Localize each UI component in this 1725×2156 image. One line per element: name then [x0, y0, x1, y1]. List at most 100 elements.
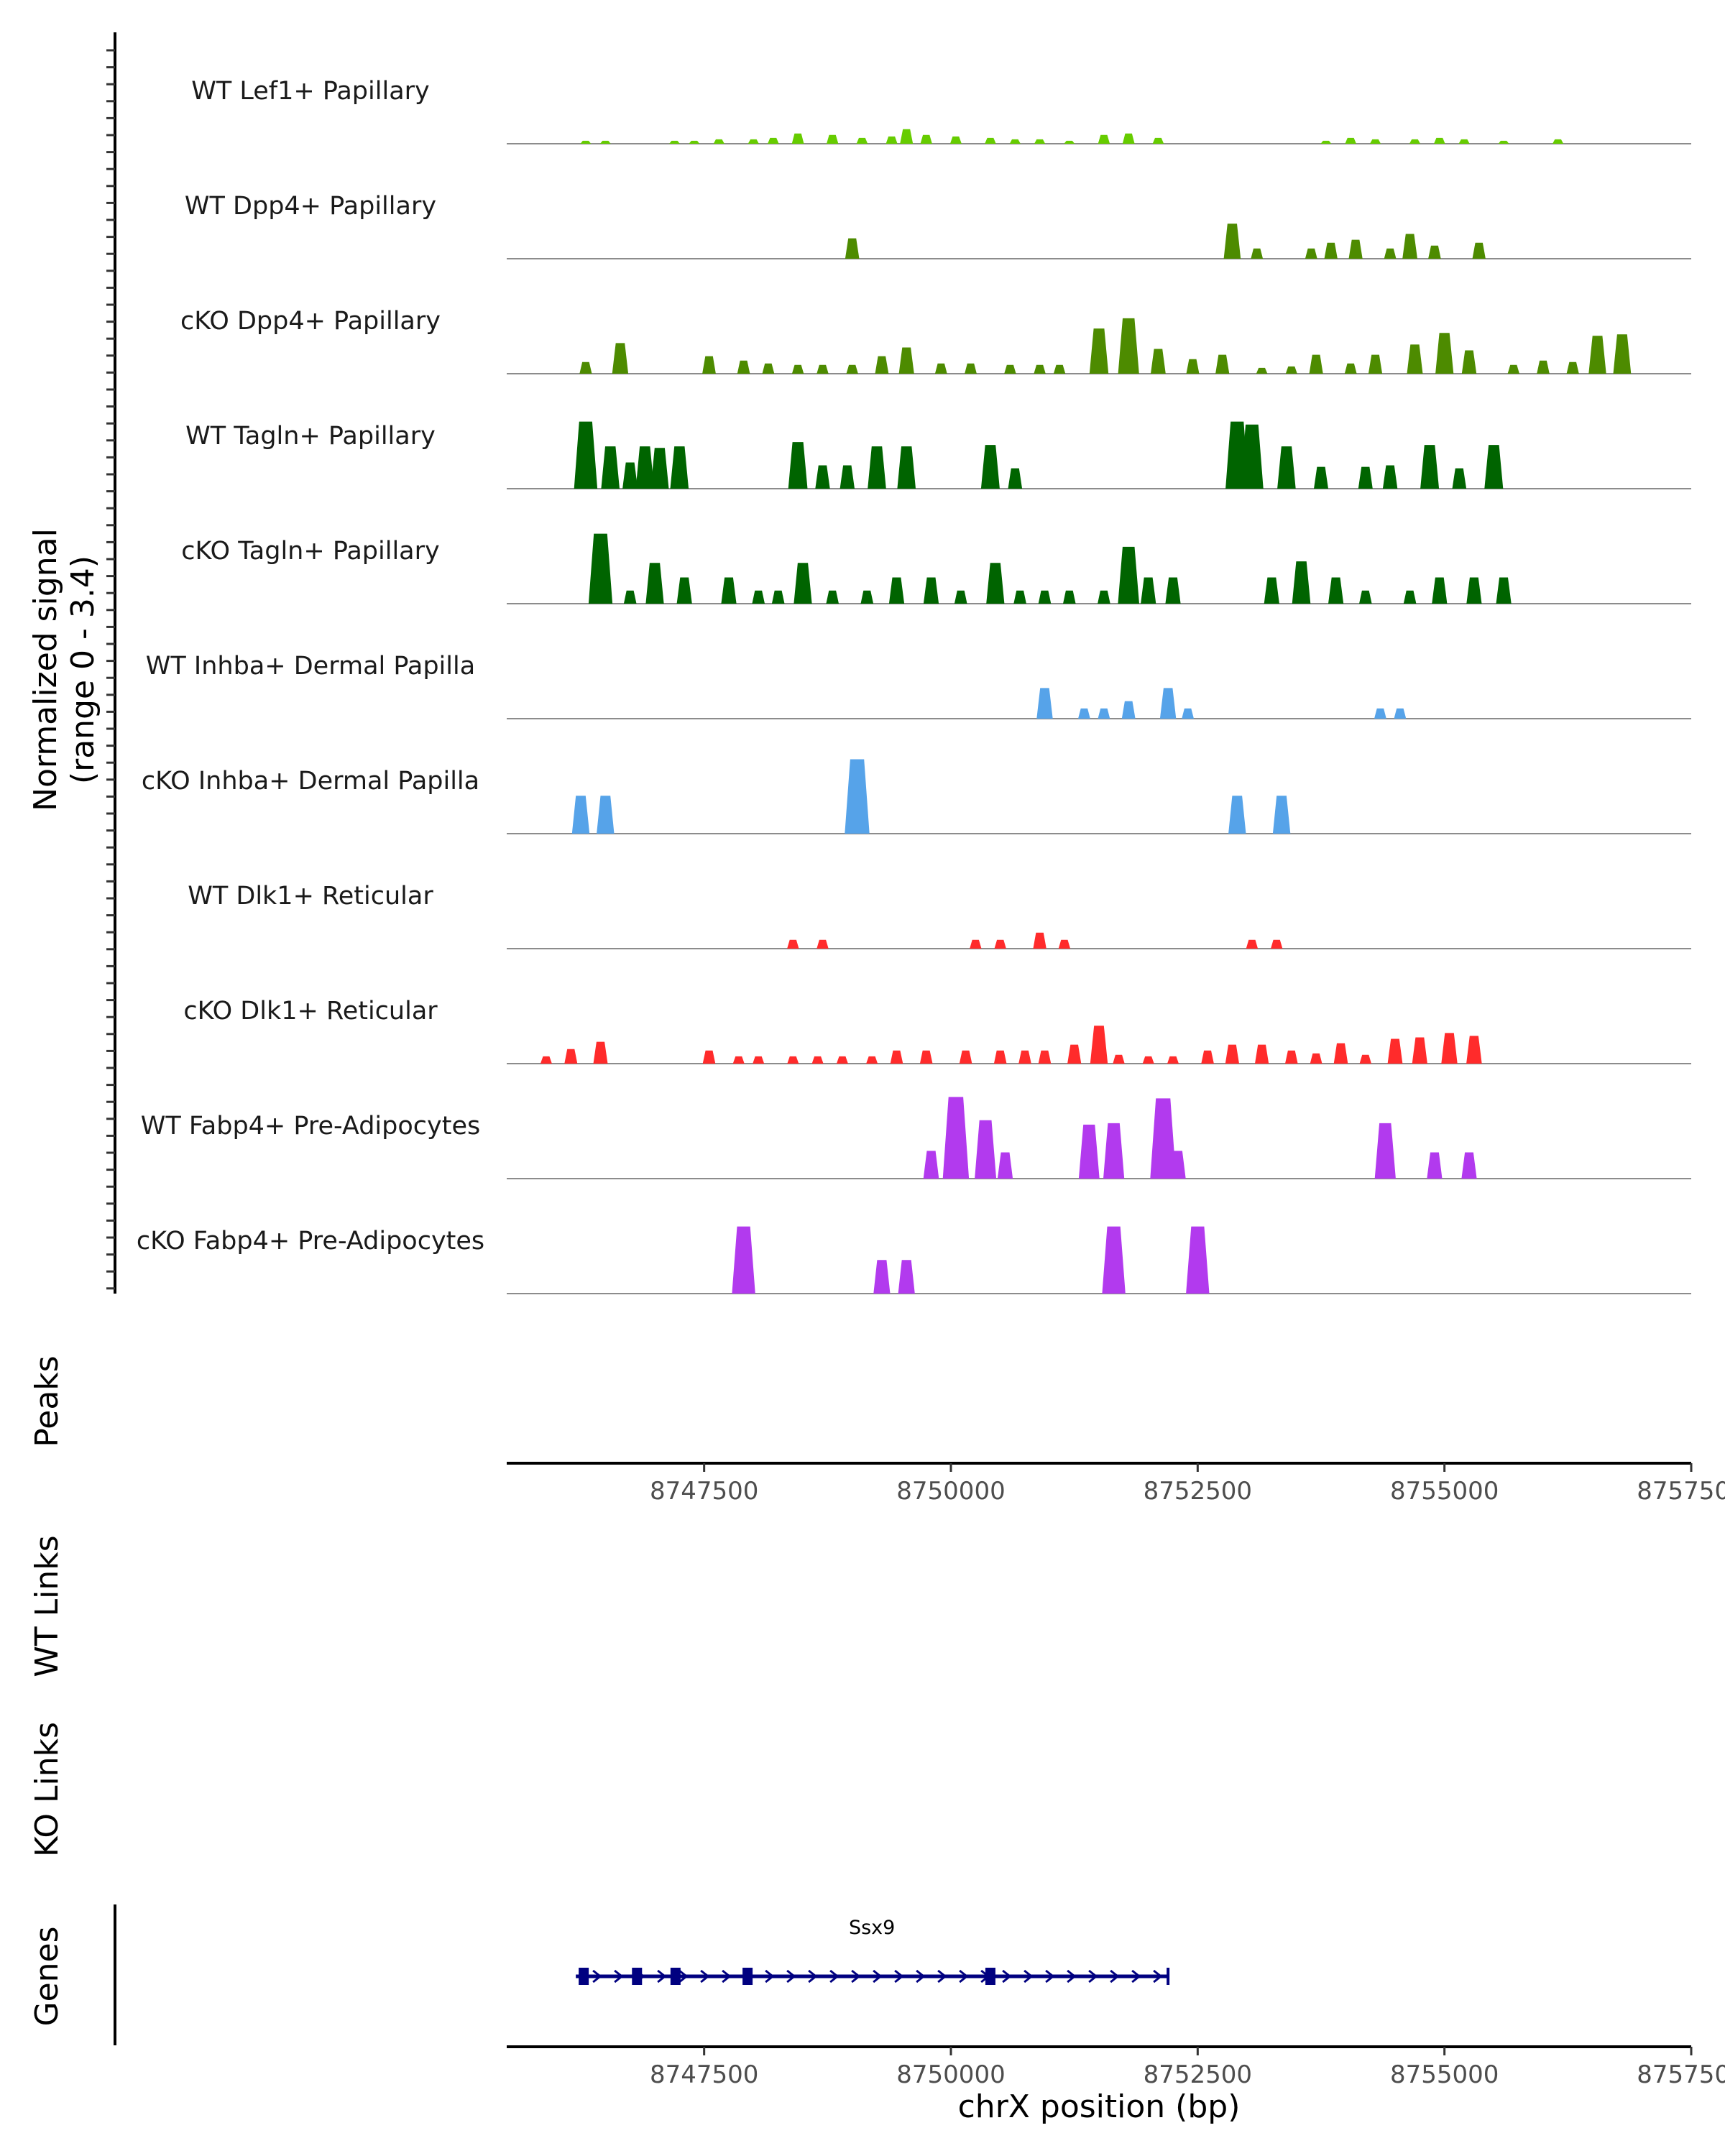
coverage-peak	[856, 137, 868, 144]
strand-arrow	[1153, 1969, 1163, 1984]
coverage-peak	[713, 139, 724, 144]
coverage-peak	[1215, 354, 1230, 374]
track-cko-inhba-dermal-papilla: cKO Inhba+ Dermal Papilla	[142, 759, 1691, 834]
coverage-peak	[959, 1050, 972, 1064]
coverage-peak	[1118, 546, 1139, 604]
coverage-peak	[840, 465, 855, 489]
coverage-peak	[597, 796, 615, 834]
peaks-panel-label: Peaks	[29, 1355, 65, 1447]
gene-exon	[632, 1968, 643, 1985]
coverage-peak	[1452, 468, 1467, 489]
coverage-peak	[1458, 139, 1470, 144]
coverage-tracks: WT Lef1+ Papillary WT Dpp4+ Papillary cKO …	[137, 77, 1691, 1294]
coverage-peak	[1152, 137, 1164, 144]
coverage-peak	[1403, 590, 1417, 604]
coverage-peak	[645, 563, 664, 604]
coverage-peak	[934, 363, 947, 374]
coverage-peak	[1271, 939, 1283, 949]
coverage-peak	[845, 759, 870, 834]
coverage-peak	[890, 1050, 903, 1064]
coverage-peak	[1241, 424, 1264, 489]
coverage-peak	[1359, 1054, 1371, 1064]
coverage-peak	[942, 1097, 970, 1179]
coverage-peak	[997, 1152, 1013, 1179]
coverage-peak	[702, 1050, 716, 1064]
coverage-peak	[836, 1056, 848, 1064]
x-tick-label: 8755000	[1390, 2060, 1499, 2089]
coverage-peak	[1277, 446, 1296, 489]
coverage-peak	[689, 140, 700, 144]
coverage-peak	[1228, 796, 1246, 834]
genes-panel-label: Genes	[29, 1926, 65, 2026]
coverage-peak	[1113, 1054, 1125, 1064]
coverage-peak	[1309, 354, 1323, 374]
coverage-peak	[1613, 334, 1632, 374]
coverage-peak	[1038, 1050, 1052, 1064]
ko-links-panel-label: KO Links	[29, 1722, 65, 1857]
coverage-peak	[791, 364, 804, 374]
strand-arrow	[1110, 1969, 1120, 1984]
coverage-peak	[1167, 1056, 1179, 1064]
coverage-peak	[1314, 466, 1328, 489]
track-label: cKO Tagln+ Papillary	[181, 537, 440, 566]
coverage-peak	[1098, 708, 1110, 719]
coverage-peak	[886, 136, 898, 144]
coverage-peak	[965, 363, 977, 374]
gene-exon	[670, 1968, 681, 1985]
track-wt-tagln-papillary: WT Tagln+ Papillary	[185, 421, 1691, 489]
coverage-peak	[811, 1056, 824, 1064]
coverage-peak	[866, 1056, 878, 1064]
coverage-peak	[794, 563, 812, 604]
coverage-peak	[574, 421, 598, 489]
coverage-peak	[593, 1041, 608, 1064]
coverage-peak	[721, 577, 737, 604]
coverage-peak	[1186, 359, 1200, 374]
coverage-peak	[1098, 134, 1110, 144]
track-cko-dlk1-reticular: cKO Dlk1+ Reticular	[183, 997, 1691, 1064]
track-wt-inhba-dermal-papilla: WT Inhba+ Dermal Papilla	[146, 652, 1691, 719]
strand-arrow	[808, 1969, 818, 1984]
coverage-peak	[1324, 242, 1338, 259]
coverage-peak	[762, 363, 775, 374]
coverage-peak	[1374, 1123, 1396, 1179]
coverage-peak	[1201, 1050, 1214, 1064]
coverage-peak	[1420, 445, 1440, 489]
coverage-peak	[898, 1260, 915, 1294]
strand-arrow	[851, 1969, 861, 1984]
coverage-peak	[1151, 349, 1166, 374]
coverage-peak	[1038, 590, 1052, 604]
coverage-peak	[732, 1056, 745, 1064]
coverage-peak	[1441, 1033, 1458, 1064]
coverage-peak	[970, 939, 982, 949]
strand-arrow	[1088, 1969, 1098, 1984]
coverage-peak	[669, 140, 680, 144]
coverage-peak	[1310, 1053, 1322, 1064]
coverage-peak	[1285, 366, 1297, 374]
coverage-peak	[1165, 577, 1181, 604]
coverage-peak	[1251, 248, 1264, 259]
strand-arrow	[765, 1969, 775, 1984]
coverage-peak	[1472, 242, 1486, 259]
coverage-peak	[1407, 344, 1423, 374]
coverage-peak	[1348, 239, 1363, 259]
coverage-peak	[1090, 1026, 1108, 1064]
coverage-peak	[787, 1056, 799, 1064]
coverage-peak	[1466, 1036, 1482, 1064]
coverage-peak	[1359, 590, 1372, 604]
track-label: cKO Dpp4+ Papillary	[180, 307, 441, 336]
coverage-peak	[1246, 939, 1259, 949]
coverage-peak	[768, 137, 779, 144]
coverage-peak	[1466, 577, 1482, 604]
coverage-peak	[1142, 1056, 1154, 1064]
coverage-peak	[1507, 364, 1519, 374]
coverage-peak	[975, 1120, 997, 1179]
coverage-peak	[923, 1151, 939, 1179]
coverage-peak	[1292, 561, 1311, 604]
strand-arrow	[1045, 1969, 1055, 1984]
coverage-peak	[771, 590, 785, 604]
track-cko-tagln-papillary: cKO Tagln+ Papillary	[181, 533, 1691, 604]
coverage-peak	[1272, 796, 1291, 834]
strand-arrow	[722, 1969, 732, 1984]
coverage-peak	[1064, 140, 1075, 144]
